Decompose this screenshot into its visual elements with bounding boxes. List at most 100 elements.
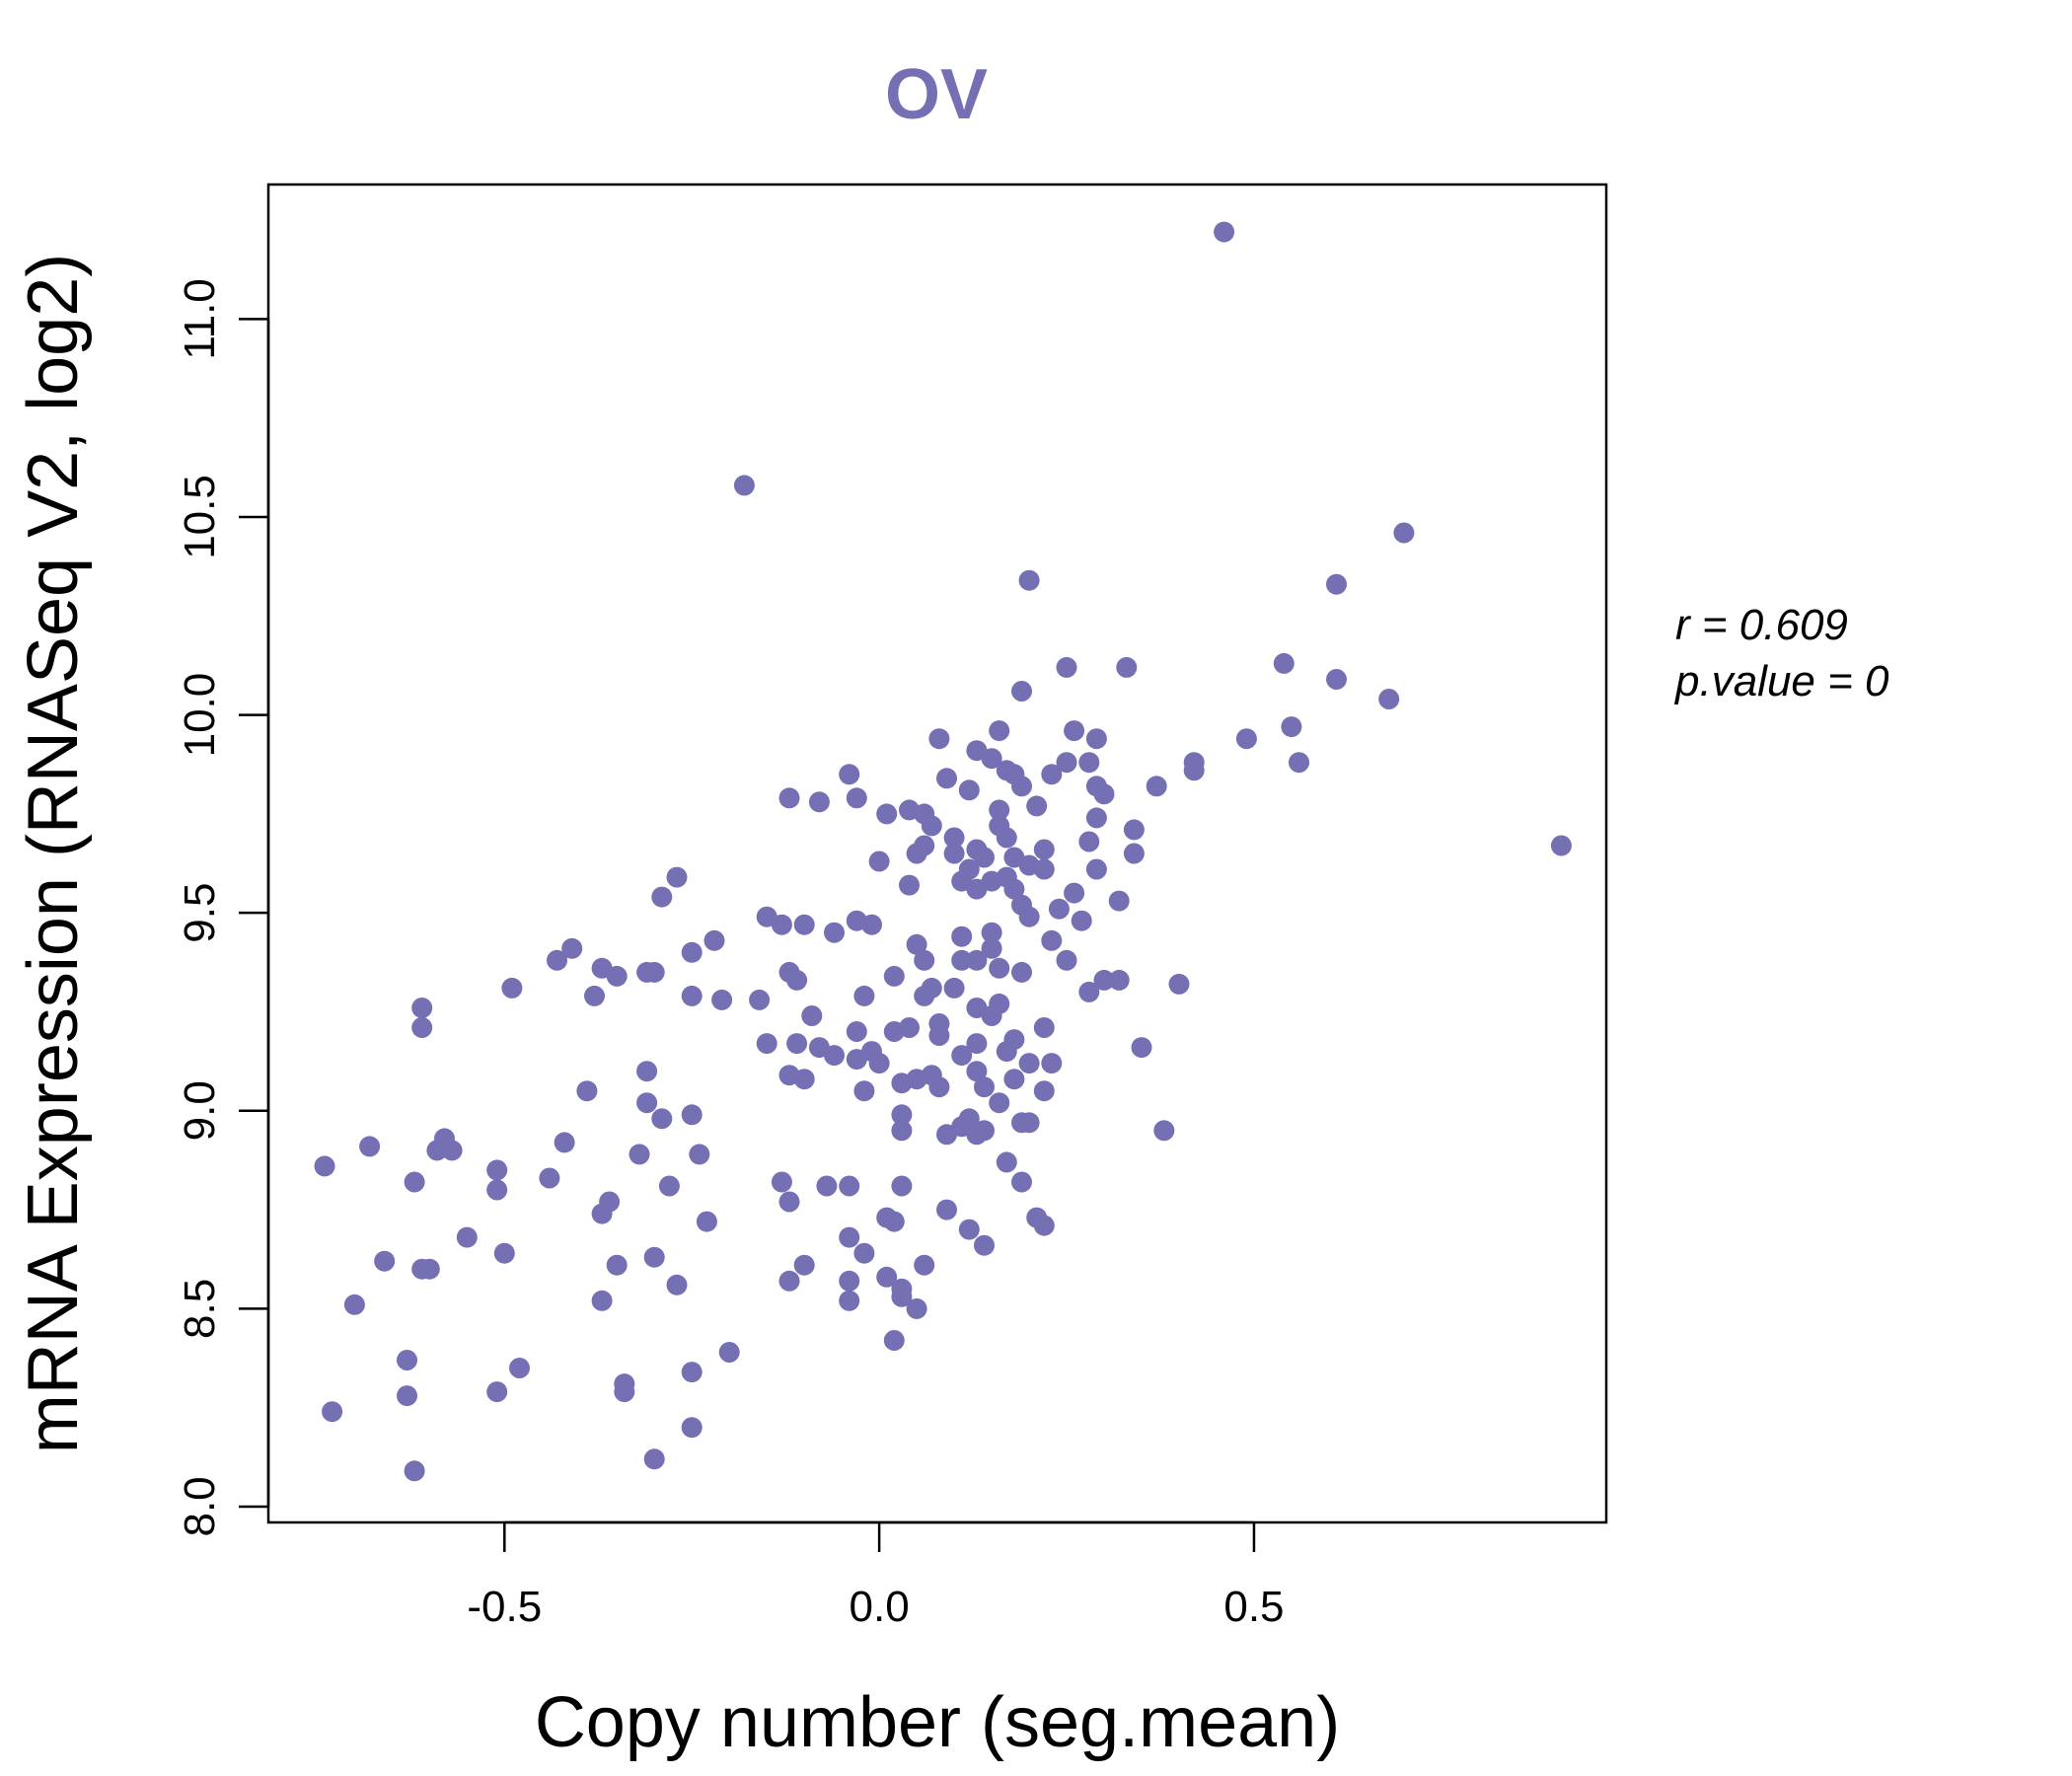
data-point: [839, 1270, 860, 1292]
data-point: [1378, 689, 1400, 709]
data-point: [1273, 652, 1295, 674]
data-point: [606, 965, 628, 987]
data-point: [876, 803, 898, 825]
data-point: [793, 1254, 815, 1276]
data-point: [1326, 573, 1347, 595]
data-point: [501, 977, 523, 999]
data-point: [853, 1080, 875, 1102]
data-point: [643, 1246, 665, 1268]
data-point: [1093, 783, 1115, 805]
data-point: [793, 914, 815, 935]
data-point: [899, 874, 920, 896]
data-point: [1011, 1171, 1032, 1193]
data-point: [1085, 807, 1107, 829]
data-point: [808, 791, 830, 813]
y-axis-label: mRNA Expression (RNASeq V2, log2): [14, 254, 93, 1453]
data-point: [914, 985, 935, 1006]
data-point: [1011, 961, 1032, 983]
data-point: [643, 961, 665, 983]
data-point: [951, 925, 973, 947]
x-tick-label: 0.0: [850, 1583, 910, 1631]
data-point: [989, 957, 1010, 979]
data-point: [928, 1025, 950, 1046]
data-point: [703, 929, 725, 951]
data-point: [891, 1175, 913, 1197]
data-point: [614, 1381, 635, 1403]
data-point: [966, 1124, 988, 1146]
x-axis: -0.5 0.0 0.5: [467, 1520, 1285, 1631]
data-point: [989, 720, 1010, 742]
data-point: [314, 1155, 335, 1177]
data-point: [853, 985, 875, 1006]
data-point: [928, 1076, 950, 1098]
data-point: [1123, 843, 1145, 864]
data-point: [1048, 898, 1070, 920]
data-point: [1214, 221, 1235, 243]
data-point: [1078, 981, 1100, 1002]
data-point: [906, 933, 927, 955]
data-point: [951, 949, 973, 971]
data-point: [974, 1234, 995, 1256]
data-point: [539, 1167, 560, 1189]
data-point: [636, 1092, 658, 1114]
data-point: [404, 1460, 425, 1482]
data-point: [936, 768, 957, 789]
data-point: [996, 760, 1017, 781]
data-point: [1003, 878, 1025, 900]
y-axis: 8.0 8.5 9.0 9.5 10.0 10.5 11.0: [176, 278, 270, 1537]
data-point: [547, 949, 567, 971]
data-point: [839, 1226, 860, 1248]
data-point: [943, 843, 965, 864]
data-point: [1153, 1120, 1175, 1142]
data-point: [493, 1242, 515, 1264]
data-point: [756, 1033, 777, 1055]
data-point: [681, 1362, 703, 1383]
data-point: [666, 1274, 688, 1295]
data-point: [966, 949, 988, 971]
data-point: [966, 1061, 988, 1082]
data-point: [411, 998, 433, 1018]
data-point: [397, 1350, 417, 1370]
data-point: [636, 1061, 658, 1082]
data-point: [824, 1045, 845, 1067]
data-point: [1033, 858, 1055, 880]
x-tick-label: 0.5: [1223, 1583, 1284, 1631]
data-point: [643, 1448, 665, 1470]
data-point: [1033, 1215, 1055, 1236]
data-point: [629, 1144, 650, 1165]
points-layer: [314, 221, 1572, 1482]
y-tick-label: 10.5: [176, 475, 224, 559]
data-point: [853, 1242, 875, 1264]
data-point: [658, 1175, 680, 1197]
data-point: [951, 1045, 973, 1067]
data-point: [591, 1203, 613, 1224]
data-point: [966, 1033, 988, 1055]
data-point: [411, 1017, 433, 1038]
data-point: [1026, 795, 1048, 817]
data-point: [718, 1342, 740, 1363]
data-point: [1393, 522, 1415, 544]
data-point: [981, 937, 1002, 959]
data-point: [839, 1290, 860, 1311]
data-point: [1064, 882, 1085, 904]
data-point: [1064, 720, 1085, 742]
data-point: [1033, 1017, 1055, 1038]
data-point: [989, 799, 1010, 821]
data-point: [914, 949, 935, 971]
data-point: [1123, 819, 1145, 841]
y-tick-label: 11.0: [176, 278, 224, 359]
data-point: [996, 1151, 1017, 1173]
data-point: [1018, 906, 1040, 927]
data-point: [868, 1053, 890, 1074]
data-point: [846, 1021, 867, 1042]
data-point: [404, 1171, 425, 1193]
data-point: [584, 985, 605, 1006]
data-point: [561, 937, 583, 959]
data-point: [1085, 728, 1107, 750]
data-point: [733, 475, 755, 496]
data-point: [883, 1330, 905, 1351]
data-point: [1056, 656, 1077, 678]
data-point: [1168, 973, 1190, 995]
data-point: [651, 886, 673, 908]
data-point: [397, 1385, 417, 1407]
